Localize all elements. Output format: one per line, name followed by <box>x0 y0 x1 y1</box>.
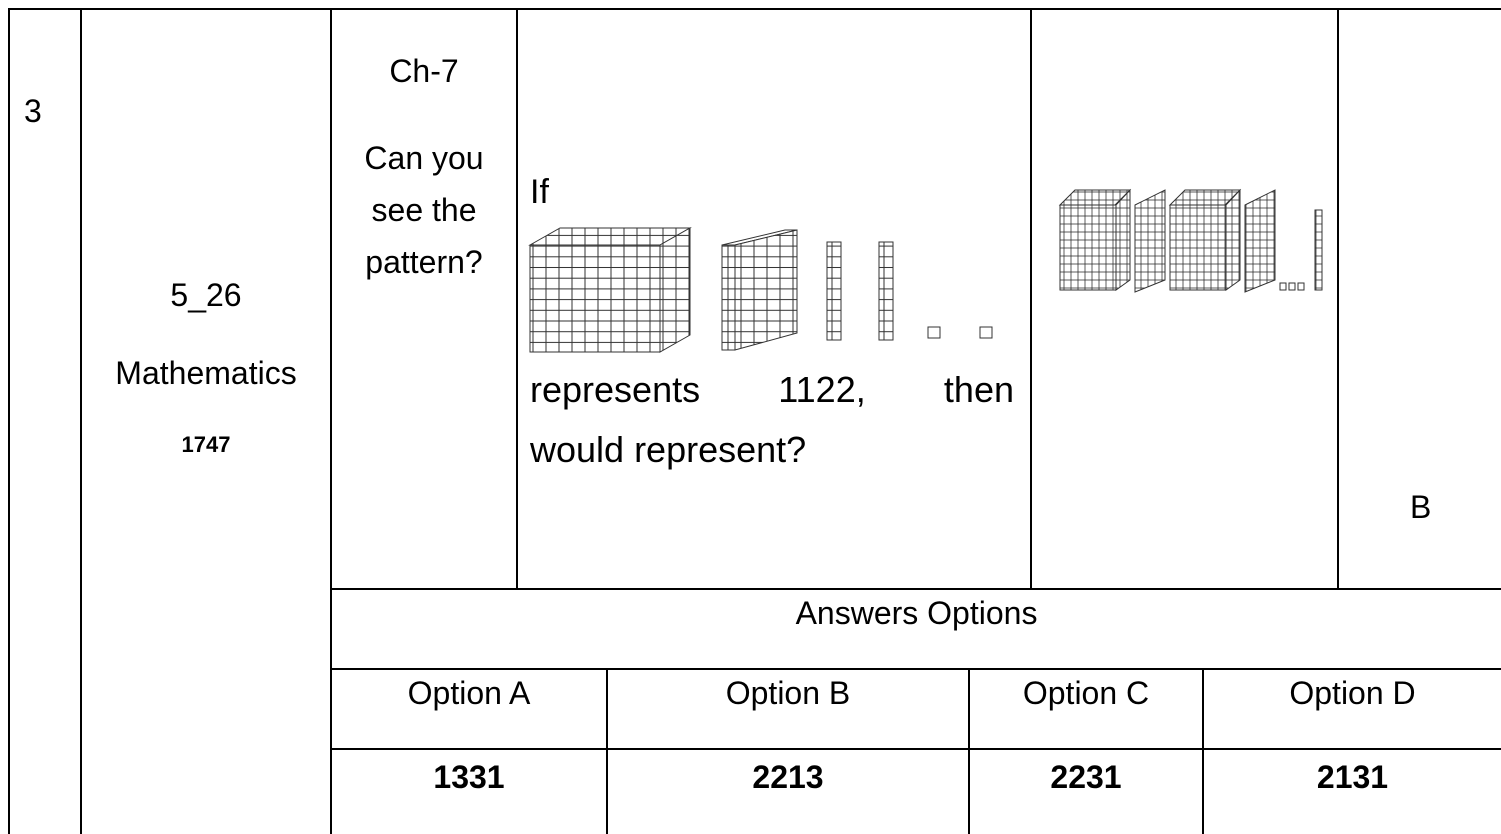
option-label: Option C <box>1022 675 1150 711</box>
flat-front <box>721 244 736 351</box>
rod <box>826 241 842 341</box>
code: 1747 <box>181 432 231 457</box>
answers-header: Answers Options <box>795 595 1038 631</box>
cube-front <box>1059 204 1117 291</box>
border <box>1202 668 1204 834</box>
rod <box>878 241 894 341</box>
option-label: Option B <box>725 675 851 711</box>
question-id: 5_26 <box>170 277 242 313</box>
border <box>516 8 518 588</box>
question-text: would represent? <box>530 429 807 470</box>
flat <box>1134 189 1166 293</box>
border <box>330 748 1501 750</box>
unit <box>979 326 993 339</box>
chapter: Ch-7 <box>389 53 459 89</box>
option-value: 2231 <box>1050 759 1122 795</box>
border <box>330 588 1501 590</box>
option-label: Option A <box>407 675 531 711</box>
cube-front <box>529 244 661 353</box>
cube-side <box>1225 188 1241 291</box>
unit <box>927 326 941 339</box>
unit <box>1297 282 1305 291</box>
unit <box>1288 282 1296 291</box>
border <box>606 668 608 834</box>
border <box>8 8 1501 10</box>
border <box>8 8 10 834</box>
border <box>968 668 970 834</box>
border <box>1030 8 1032 588</box>
border <box>80 8 82 834</box>
option-value: 1331 <box>433 759 505 795</box>
border <box>1337 8 1339 588</box>
border <box>330 668 1501 670</box>
flat <box>1244 189 1276 293</box>
option-value: 2131 <box>1316 759 1389 795</box>
cube-side <box>659 227 691 353</box>
question-text: represents 1122, then <box>530 369 1014 410</box>
option-label: Option D <box>1289 675 1416 711</box>
cube-side <box>1115 188 1131 291</box>
answer: B <box>1410 489 1432 525</box>
subject: Mathematics <box>115 355 297 391</box>
cube-front <box>1169 204 1227 291</box>
flat-side <box>734 229 798 351</box>
unit <box>1279 282 1287 291</box>
border <box>330 8 332 834</box>
rod <box>1314 209 1323 291</box>
option-value: 2213 <box>752 759 824 795</box>
chapter-title: Can you see the pattern? <box>364 140 484 280</box>
question-intro: If <box>530 173 549 211</box>
row-number: 3 <box>24 93 42 129</box>
